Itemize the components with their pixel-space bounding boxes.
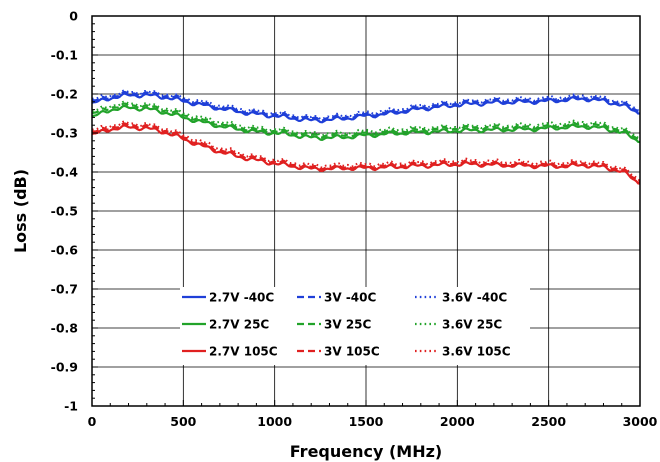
y-tick-label: -1 [64, 399, 78, 414]
axis-ticks [91, 15, 641, 407]
series-line [91, 102, 641, 142]
x-tick-label: 2500 [531, 414, 566, 429]
series-line [91, 122, 641, 184]
x-tick-label: 1500 [349, 414, 384, 429]
series-line [91, 120, 641, 182]
legend-label: 3.6V 105C [442, 345, 511, 359]
legend-label: 2.7V 105C [209, 345, 278, 359]
x-tick-label: 0 [88, 414, 97, 429]
legend-label: 3V 25C [324, 318, 372, 332]
legend-label: 2.7V -40C [209, 291, 274, 305]
y-tick-label: -0.3 [51, 126, 78, 141]
series-line [91, 92, 641, 124]
legend-background [180, 287, 530, 365]
y-tick-label: -0.5 [51, 204, 78, 219]
legend: 2.7V -40C 3V -40C 3.6V -40C 2.7V 25C 3V 25C 3… [180, 287, 530, 365]
legend-label: 3.6V 25C [442, 318, 502, 332]
series-line [91, 104, 641, 144]
y-tick-label: -0.6 [51, 243, 79, 258]
x-axis-title: Frequency (MHz) [290, 442, 442, 461]
y-tick-label: -0.9 [51, 360, 78, 375]
y-tick-label: -0.2 [51, 87, 78, 102]
series-line [91, 90, 641, 122]
y-tick-label: -0.8 [51, 321, 78, 336]
y-tick-label: -0.7 [51, 282, 78, 297]
legend-label: 3V -40C [324, 291, 376, 305]
legend-label: 3V 105C [324, 345, 380, 359]
y-axis-title: Loss (dB) [11, 169, 30, 253]
legend-label: 2.7V 25C [209, 318, 269, 332]
x-tick-label: 2000 [440, 414, 475, 429]
y-tick-label: 0 [69, 9, 78, 24]
legend-label: 3.6V -40C [442, 291, 507, 305]
x-tick-label: 500 [170, 414, 196, 429]
x-tick-label: 1000 [257, 414, 292, 429]
y-tick-label: -0.1 [51, 48, 78, 63]
series-lines [91, 89, 641, 185]
x-tick-label: 3000 [623, 414, 658, 429]
series-line [91, 100, 641, 140]
y-tick-label: -0.4 [51, 165, 79, 180]
series-line [91, 124, 641, 185]
tick-labels: 0 500 1000 1500 2000 2500 3000 0 -0.1 -0.2 -0.3 -0.… [51, 9, 658, 430]
